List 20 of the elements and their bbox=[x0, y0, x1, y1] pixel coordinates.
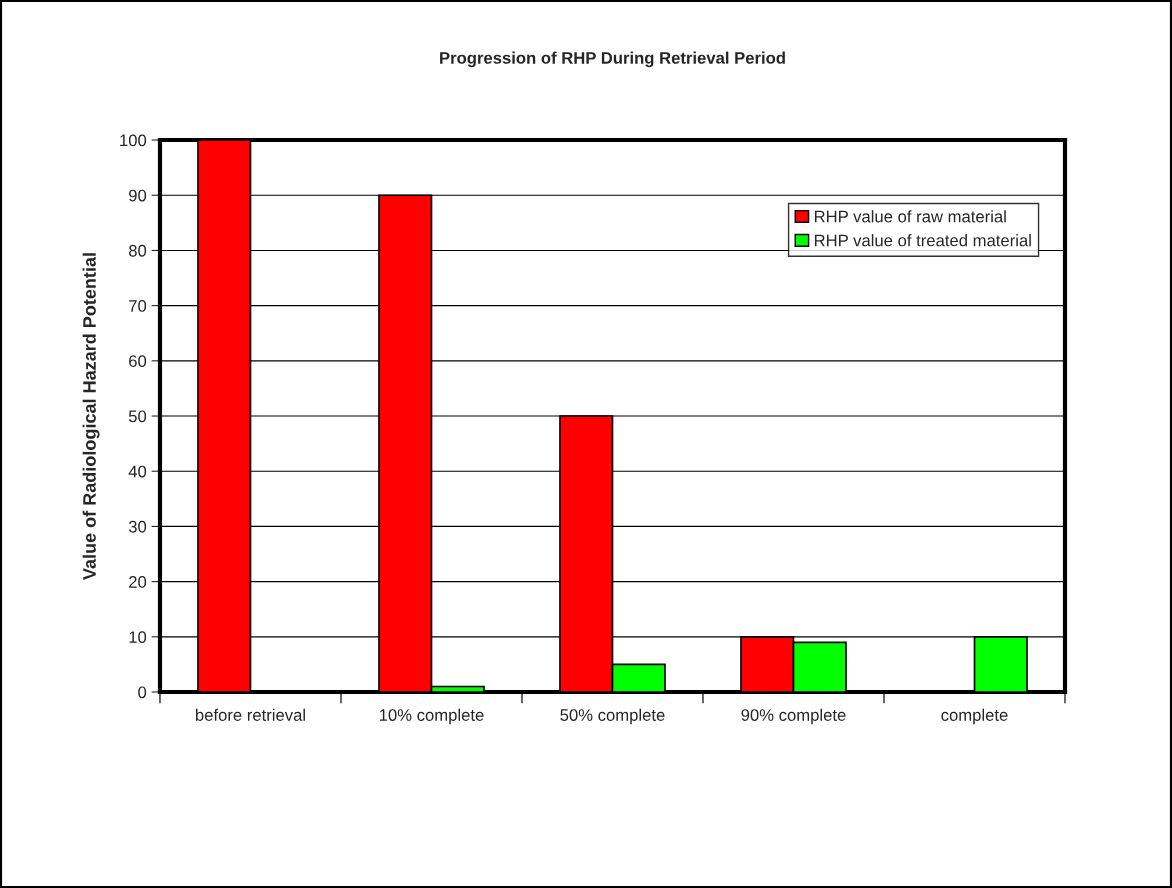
y-tick-label: 40 bbox=[128, 465, 147, 478]
y-tick-label: 60 bbox=[129, 355, 147, 368]
x-tick-label: complete bbox=[941, 708, 1008, 725]
legend-label: RHP value of treated material bbox=[814, 234, 1031, 247]
chart-title: Progression of RHP During Retrieval Period bbox=[440, 51, 785, 68]
y-axis-title: Value of Radiological Hazard Potential bbox=[82, 253, 100, 580]
y-tick-label: 50 bbox=[128, 410, 147, 423]
y-tick-label: 100 bbox=[120, 134, 147, 147]
y-tick-label: 90 bbox=[129, 189, 147, 202]
legend-label: RHP value of raw material bbox=[814, 210, 1006, 223]
y-tick-label: 20 bbox=[129, 576, 147, 588]
x-tick-label: before retrieval bbox=[195, 708, 305, 721]
y-tick-label: 30 bbox=[128, 520, 147, 533]
x-tick-label: 10% complete bbox=[379, 708, 484, 725]
y-tick-label: 80 bbox=[128, 244, 147, 257]
y-tick-label: 10 bbox=[129, 631, 147, 644]
x-tick-label: 90% complete bbox=[741, 708, 846, 725]
y-tick-label: 0 bbox=[138, 686, 147, 699]
y-tick-label: 70 bbox=[129, 300, 147, 312]
x-tick-label: 50% complete bbox=[560, 708, 665, 725]
